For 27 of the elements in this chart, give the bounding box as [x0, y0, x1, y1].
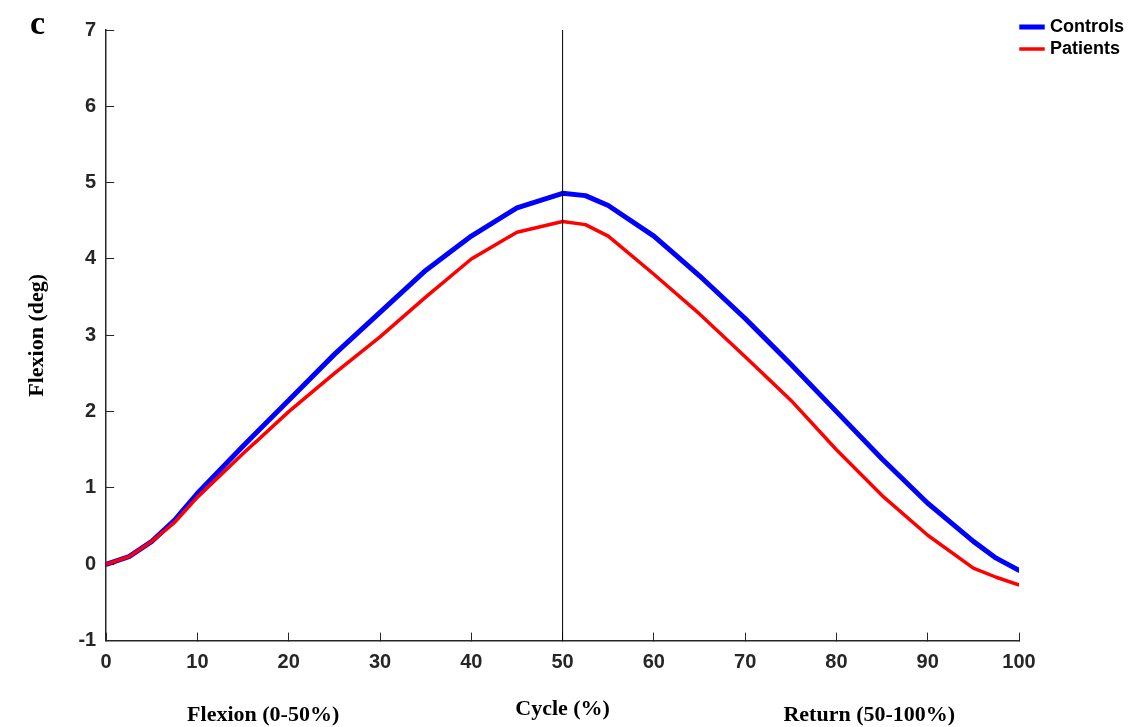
text: c [30, 3, 46, 41]
x-tick-label: 30 [368, 650, 392, 673]
text: Flexion (0-50%) [187, 701, 340, 726]
x-tick-label: 80 [825, 650, 848, 673]
x-tick-label: 0 [100, 650, 112, 673]
y-tick-label: 1 [85, 475, 97, 498]
y-tick-label: 4 [85, 246, 98, 269]
y-tick-label: 7 [85, 17, 97, 40]
x-tick-label: 60 [642, 650, 665, 673]
y-tick-label: 2 [85, 399, 97, 422]
x-tick-label: 50 [551, 650, 574, 673]
y-tick-label: 0 [85, 551, 97, 574]
y-tick-label: 6 [85, 93, 97, 116]
x-tick-label: 70 [734, 650, 757, 673]
x-tick-label: 40 [460, 650, 483, 673]
y-axis-title: Flexion (deg) [22, 273, 48, 397]
y-tick-label: 5 [85, 170, 97, 193]
x-tick-label: 90 [916, 650, 939, 673]
x-axis-title: Cycle (%) [515, 695, 610, 721]
legend-label: Controls [1050, 15, 1124, 36]
x-tick-label: 100 [1002, 650, 1036, 673]
y-tick-label: -1 [78, 628, 97, 651]
x-tick-label: 10 [186, 650, 209, 673]
text: Return (50-100%) [783, 701, 956, 726]
legend-label: Patients [1050, 37, 1121, 58]
y-tick-label: 3 [85, 322, 97, 345]
x-tick-label: 20 [277, 650, 300, 673]
